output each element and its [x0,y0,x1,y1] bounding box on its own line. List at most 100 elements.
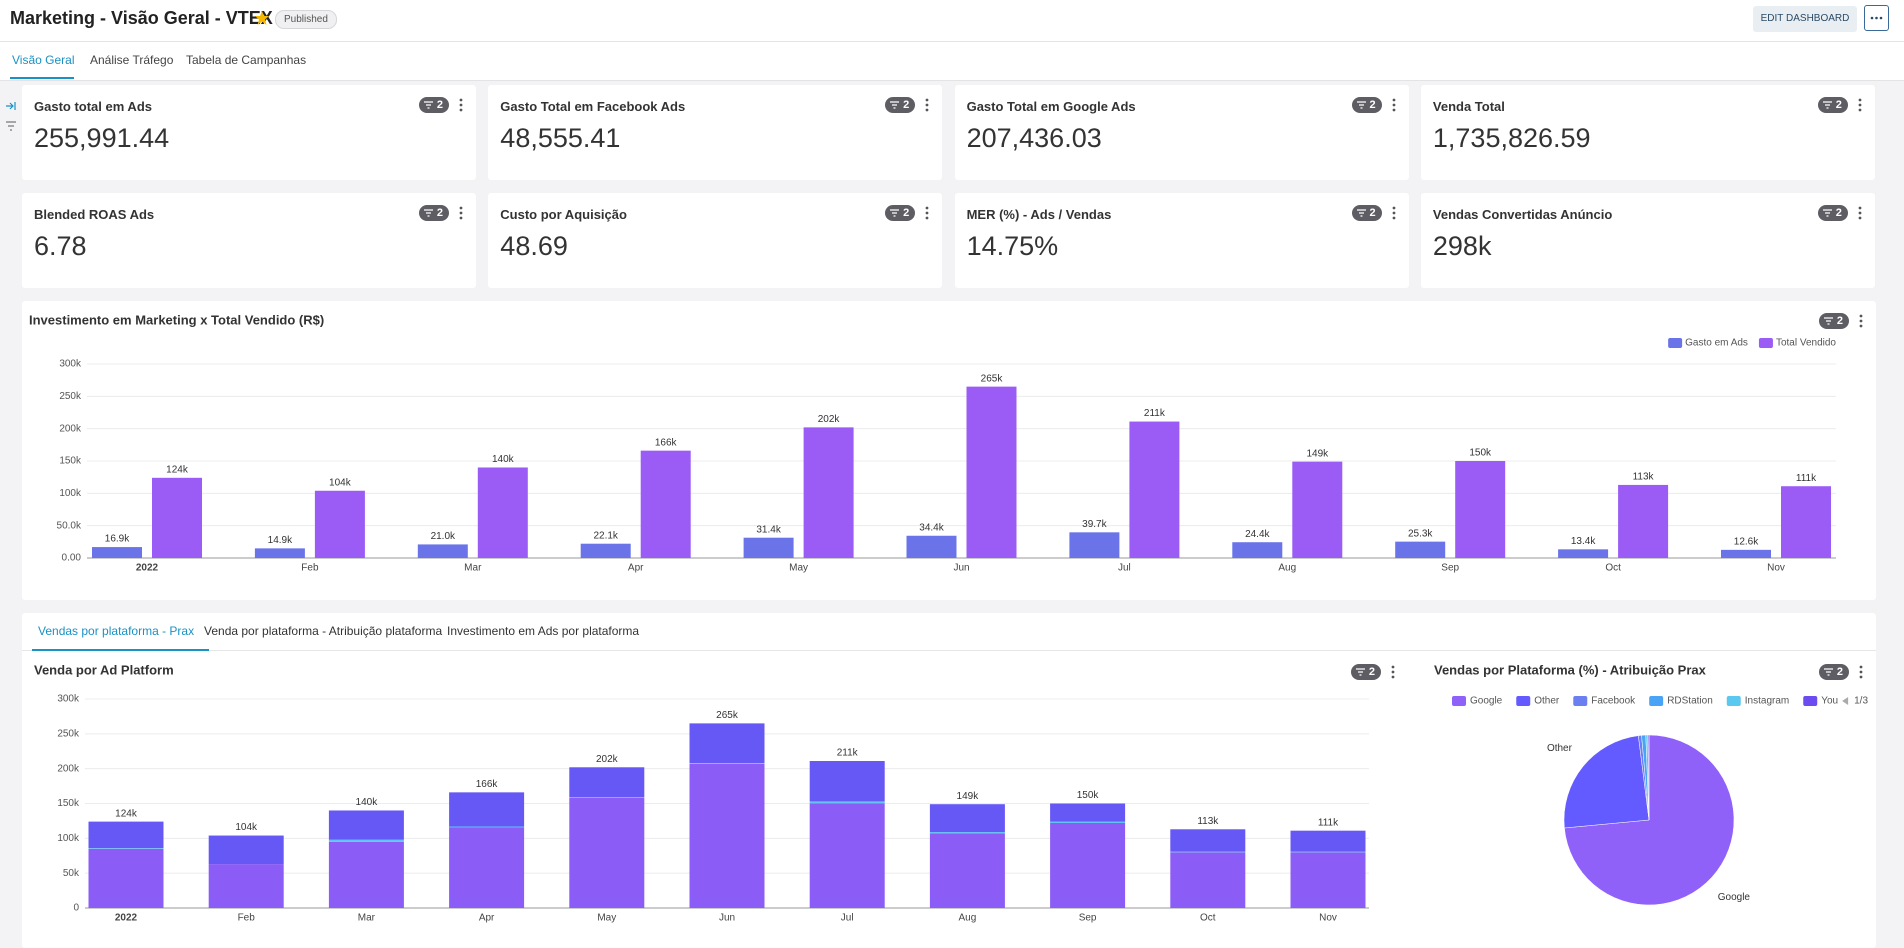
total-label: 265k [716,710,739,721]
edit-dashboard-button[interactable]: EDIT DASHBOARD [1753,6,1857,32]
filter-icon [1824,317,1833,325]
legend-prev[interactable] [1842,697,1849,705]
x-tick-label: Apr [628,563,644,574]
star-icon[interactable] [254,10,270,26]
bar-segment [328,810,404,840]
filter-badge[interactable]: 2 [419,97,449,113]
bar [640,450,691,558]
filter-badge[interactable]: 2 [1351,664,1381,680]
filter-badge[interactable]: 2 [885,205,916,221]
kpi-card: Gasto Total em Google Ads 207,436.03 2 [954,85,1409,180]
data-label: 111k [1796,473,1817,484]
filter-badge[interactable]: 2 [1817,97,1848,113]
kebab-menu[interactable] [1391,665,1395,679]
filter-count: 2 [1369,207,1376,219]
kebab-menu[interactable] [1392,206,1396,220]
kpi-title: Vendas Convertidas Anúncio [1432,207,1613,222]
kebab-menu[interactable] [1392,98,1396,112]
data-label: 14.9k [268,535,293,546]
legend-swatch [1758,338,1773,348]
more-button[interactable] [1864,5,1889,31]
filter-badge[interactable]: 2 [1819,664,1849,680]
kpi-value: 48,555.41 [500,123,621,153]
pie-slice [1647,734,1650,821]
bar [906,535,957,558]
data-label: 22.1k [593,530,618,541]
bar [152,477,202,558]
x-tick-label: Nov [1319,913,1337,924]
kebab-menu[interactable] [1858,98,1862,112]
kebab-menu[interactable] [925,98,929,112]
bar-segment [1170,852,1246,908]
filter-icon [1356,101,1366,109]
sub-tab[interactable]: Venda por plataforma - Atribuição plataf… [204,624,443,638]
bar-segment [569,767,645,798]
kebab-dot [1391,665,1395,669]
sub-tab[interactable]: Investimento em Ads por plataforma [447,624,640,638]
sub-tab[interactable]: Vendas por plataforma - Prax [38,624,195,638]
filter-badge[interactable]: 2 [419,205,449,221]
y-tick-label: 100k [57,833,80,844]
tab[interactable]: Visão Geral [12,53,75,67]
data-label: 124k [166,464,189,475]
pie-slice [1563,735,1650,829]
kpi-value: 6.78 [34,231,87,261]
y-tick-label: 150k [59,456,82,467]
kebab-menu[interactable] [459,206,463,220]
data-label: 265k [981,373,1004,384]
data-label: 25.3k [1408,528,1433,539]
x-tick-label: Apr [479,913,495,924]
legend-swatch [1649,696,1664,706]
bar [1618,484,1669,558]
legend-swatch [1573,696,1588,706]
bar-segment [689,763,765,764]
x-tick-label: Oct [1200,913,1216,924]
kpi-title: Gasto total em Ads [34,99,152,114]
bar [743,537,794,558]
dashboard-title: Marketing - Visão Geral - VTEX [10,8,273,28]
bar-segment [929,833,1005,908]
bar-segment [1290,830,1366,852]
kebab-dot [925,108,929,112]
kpi-card: MER (%) - Ads / Vendas 14.75% 2 [954,193,1409,288]
data-label: 34.4k [919,522,944,533]
chart: Venda por Ad Platform 0 50k 100k 150k 200k 250… [34,662,1868,924]
filter-count: 2 [903,207,910,219]
kebab-menu[interactable] [1858,206,1862,220]
x-tick-label: Feb [301,563,319,574]
total-label: 124k [115,808,138,819]
bar-segment [1170,851,1246,853]
sidebar-icons[interactable] [4,98,18,134]
bar [1455,461,1506,558]
filter-badge[interactable]: 2 [1351,97,1382,113]
filter-icon [1356,209,1366,217]
bar-segment [1170,829,1246,852]
x-tick-label: Sep [1441,563,1459,574]
filter-badge[interactable]: 2 [1817,205,1848,221]
filter-shape [424,101,433,109]
filter-shape [1356,668,1365,676]
x-tick-label: Aug [959,913,977,924]
legend-label: Total Vendido [1776,338,1836,349]
filter-badge[interactable]: 2 [1351,205,1382,221]
kpi-value: 207,436.03 [966,123,1102,153]
kebab-menu[interactable] [925,206,929,220]
kpi-value: 14.75% [966,231,1059,261]
kpi-value: 255,991.44 [34,123,170,153]
filter-badge[interactable]: 2 [1819,313,1849,329]
filter-badge[interactable]: 2 [885,97,916,113]
kebab-menu[interactable] [459,98,463,112]
bar [254,548,305,558]
bar-segment [449,826,525,828]
kebab-dot [1858,103,1862,107]
bar [803,427,854,558]
tab[interactable]: Análise Tráfego [90,53,174,67]
filter-shape [890,101,900,109]
bar-segment [1050,803,1126,822]
total-label: 166k [476,779,499,790]
kebab-menu[interactable] [1859,314,1863,328]
kebab-menu[interactable] [1859,665,1863,679]
active-tab-underline [10,77,74,79]
tab[interactable]: Tabela de Campanhas [186,53,307,67]
kebab-dot [1859,319,1863,323]
